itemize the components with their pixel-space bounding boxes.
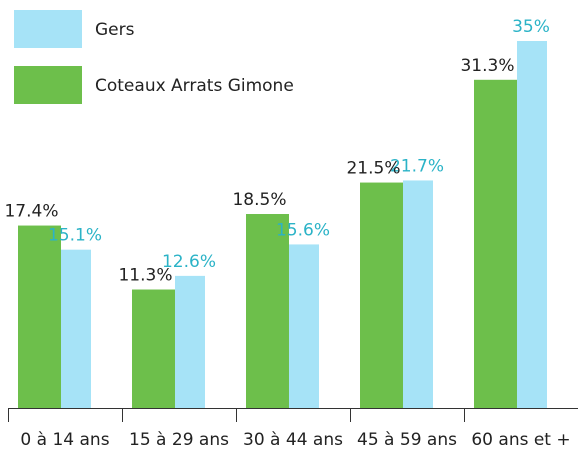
bar bbox=[289, 244, 319, 408]
value-label: 17.4% bbox=[4, 202, 58, 222]
bar bbox=[517, 41, 547, 408]
x-tick-label: 15 à 29 ans bbox=[129, 430, 229, 450]
value-label: 21.7% bbox=[390, 156, 444, 176]
x-tick-label: 60 ans et + bbox=[471, 430, 570, 450]
value-label: 15.6% bbox=[276, 220, 330, 240]
value-label: 12.6% bbox=[162, 252, 216, 272]
value-label: 31.3% bbox=[460, 56, 514, 76]
bar bbox=[18, 225, 61, 408]
bar bbox=[403, 180, 433, 408]
x-tick-label: 45 à 59 ans bbox=[357, 430, 457, 450]
bar bbox=[132, 289, 175, 408]
legend-label: Gers bbox=[95, 20, 135, 40]
bar bbox=[175, 275, 205, 408]
bar bbox=[246, 214, 289, 408]
legend-swatch bbox=[14, 10, 82, 48]
x-tick-label: 0 à 14 ans bbox=[20, 430, 109, 450]
bar bbox=[360, 182, 403, 408]
legend-swatch bbox=[14, 66, 82, 104]
value-label: 11.3% bbox=[118, 266, 172, 286]
value-label: 21.5% bbox=[346, 159, 400, 179]
bar bbox=[61, 249, 91, 408]
legend-label: Coteaux Arrats Gimone bbox=[95, 76, 294, 96]
bar bbox=[474, 79, 517, 408]
value-label: 15.1% bbox=[48, 226, 102, 246]
value-label: 18.5% bbox=[232, 190, 286, 210]
x-tick-label: 30 à 44 ans bbox=[243, 430, 343, 450]
value-label: 35% bbox=[512, 17, 550, 37]
